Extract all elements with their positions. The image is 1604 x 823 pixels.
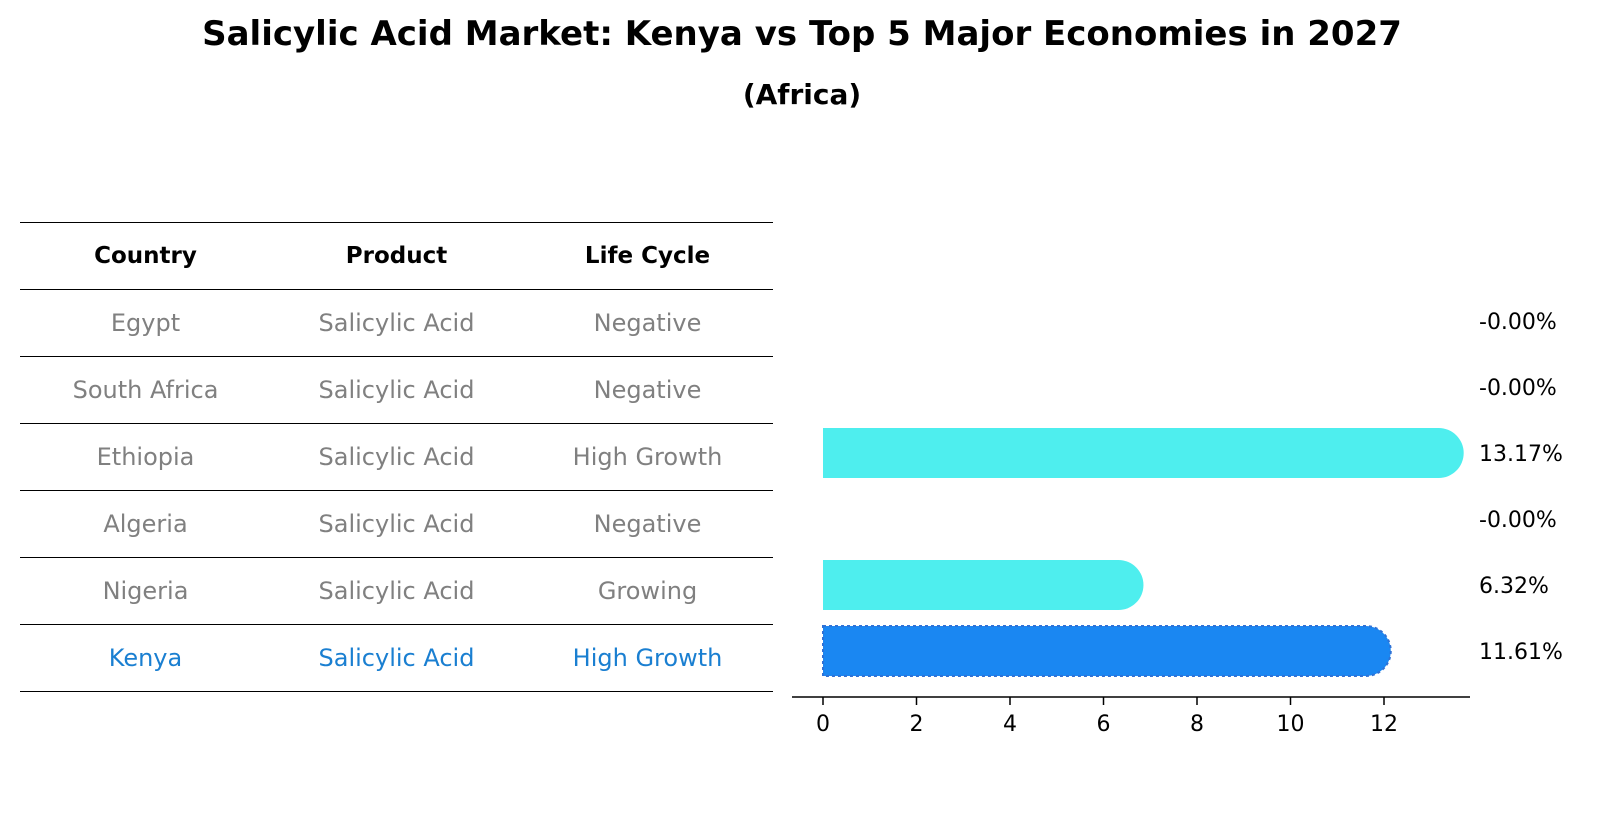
- value-label: -0.00%: [1479, 376, 1557, 401]
- country-cell: Egypt: [110, 309, 181, 337]
- table-row: South Africa Salicylic Acid Negative: [20, 356, 773, 423]
- chart-subtitle: (Africa): [742, 78, 862, 111]
- life-cycle-cell: Negative: [593, 510, 702, 538]
- value-label: -0.00%: [1479, 310, 1557, 335]
- life-cycle-cell: High Growth: [572, 644, 723, 672]
- country-cell: Nigeria: [102, 577, 189, 605]
- life-cycle-cell: High Growth: [572, 443, 723, 471]
- country-cell: Algeria: [103, 510, 188, 538]
- table-row: Ethiopia Salicylic Acid High Growth: [20, 423, 773, 490]
- product-cell: Salicylic Acid: [318, 577, 475, 605]
- product-cell: Salicylic Acid: [318, 309, 475, 337]
- x-tick-label: 0: [816, 712, 830, 737]
- value-label: -0.00%: [1479, 508, 1557, 533]
- country-table: Country Product Life Cycle Egypt Salicyl…: [20, 222, 773, 692]
- table-row: Algeria Salicylic Acid Negative: [20, 490, 773, 557]
- table-row: Nigeria Salicylic Acid Growing: [20, 557, 773, 624]
- header-life-cycle: Life Cycle: [584, 243, 711, 269]
- x-tick-label: 2: [910, 712, 924, 737]
- bar-kenya: [822, 625, 1392, 677]
- value-label: 11.61%: [1479, 640, 1563, 665]
- table-header-row: Country Product Life Cycle: [20, 222, 773, 289]
- x-tick-label: 6: [1097, 712, 1111, 737]
- header-country: Country: [94, 243, 197, 269]
- product-cell: Salicylic Acid: [318, 376, 475, 404]
- life-cycle-cell: Negative: [593, 376, 702, 404]
- x-tick-label: 12: [1370, 712, 1398, 737]
- table-row-highlight: Kenya Salicylic Acid High Growth: [20, 624, 773, 692]
- country-cell: Kenya: [108, 644, 183, 672]
- x-tick-label: 4: [1003, 712, 1017, 737]
- life-cycle-cell: Negative: [593, 309, 702, 337]
- table-row: Egypt Salicylic Acid Negative: [20, 289, 773, 356]
- x-tick-label: 8: [1190, 712, 1204, 737]
- bar-ethiopia: [823, 428, 1464, 478]
- country-cell: Ethiopia: [96, 443, 195, 471]
- chart-title: Salicylic Acid Market: Kenya vs Top 5 Ma…: [202, 14, 1402, 54]
- header-product: Product: [345, 243, 448, 269]
- country-cell: South Africa: [72, 376, 219, 404]
- bar-nigeria: [823, 560, 1144, 610]
- product-cell: Salicylic Acid: [318, 644, 475, 672]
- product-cell: Salicylic Acid: [318, 443, 475, 471]
- value-label: 6.32%: [1479, 574, 1549, 599]
- product-cell: Salicylic Acid: [318, 510, 475, 538]
- x-tick-label: 10: [1277, 712, 1305, 737]
- value-label: 13.17%: [1479, 442, 1563, 467]
- life-cycle-cell: Growing: [597, 577, 698, 605]
